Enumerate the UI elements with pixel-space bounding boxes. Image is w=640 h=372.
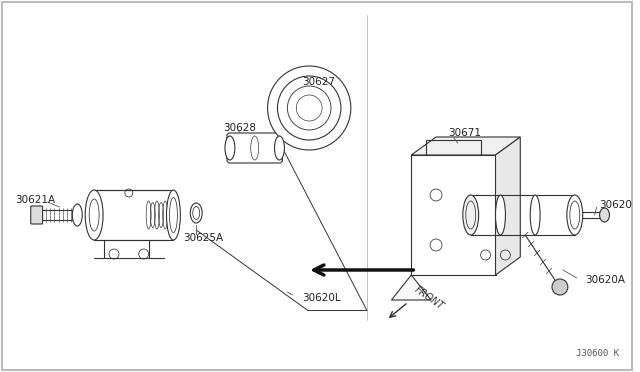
Ellipse shape <box>495 195 506 235</box>
Text: 30620L: 30620L <box>302 293 341 303</box>
Ellipse shape <box>600 208 609 222</box>
Polygon shape <box>412 137 520 155</box>
Circle shape <box>552 279 568 295</box>
Ellipse shape <box>190 203 202 223</box>
Text: 30620: 30620 <box>600 200 632 210</box>
Text: FRONT: FRONT <box>412 285 445 312</box>
Text: 30628: 30628 <box>223 123 256 133</box>
Text: 30625A: 30625A <box>183 233 223 243</box>
Ellipse shape <box>166 190 180 240</box>
Ellipse shape <box>85 190 103 240</box>
Polygon shape <box>495 137 520 275</box>
Ellipse shape <box>530 195 540 235</box>
Text: 30671: 30671 <box>448 128 481 138</box>
Text: J30600 K: J30600 K <box>577 349 620 358</box>
Ellipse shape <box>567 195 582 235</box>
Text: 30621A: 30621A <box>15 195 55 205</box>
Circle shape <box>268 66 351 150</box>
Text: 30627: 30627 <box>302 77 335 87</box>
FancyBboxPatch shape <box>227 133 282 163</box>
Ellipse shape <box>225 136 235 160</box>
Ellipse shape <box>463 195 479 235</box>
Ellipse shape <box>72 204 83 226</box>
Ellipse shape <box>275 136 284 160</box>
Polygon shape <box>392 275 431 300</box>
Text: 30620A: 30620A <box>585 275 625 285</box>
FancyBboxPatch shape <box>31 206 43 224</box>
